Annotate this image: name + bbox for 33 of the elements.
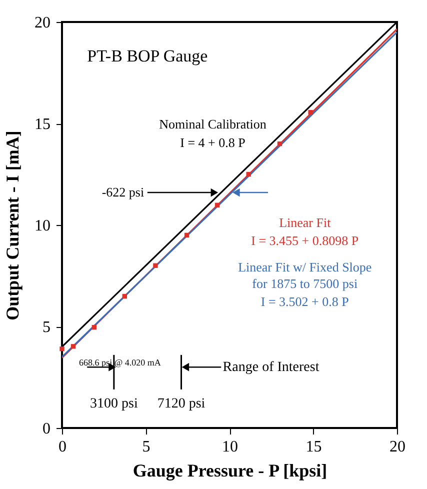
y-tick-label: 5 [42, 319, 50, 336]
text: PT-B BOP Gauge [87, 46, 208, 66]
point [308, 110, 313, 115]
y-tick-label: 0 [42, 420, 50, 438]
x-tick-label: 20 [390, 438, 406, 456]
y-tick-label: 15 [34, 116, 50, 133]
y-axis-title: Output Current - I [mA] [2, 130, 22, 320]
point [92, 324, 97, 330]
annotation: -622 psi [102, 184, 144, 200]
y-tick-label: 20 [34, 14, 50, 32]
ref-line-label: 7120 psi [157, 396, 206, 412]
point [277, 141, 282, 146]
ref-line-label: 3100 psi [90, 396, 138, 412]
point [122, 294, 127, 299]
x-tick-label: 15 [306, 438, 322, 456]
text: Linear Fit w/ Fixed Slope for 1875 to 7500 psi [238, 260, 372, 291]
x-tick-label: 0 [58, 438, 66, 456]
x-tick-label: 5 [142, 438, 150, 456]
annotation: I = 3.502 + 0.8 P [260, 294, 349, 310]
point [60, 346, 64, 352]
annotation: Range of Interest [222, 360, 320, 376]
point [246, 172, 251, 177]
y-tick-label: 10 [34, 218, 50, 234]
x-axis-title: Gauge Pressure - P [kpsi] [132, 460, 328, 480]
x-tick-label: 10 [222, 438, 238, 456]
text: Linear Fit [279, 214, 332, 230]
series-label: Nominal Calibration [159, 116, 267, 132]
point [214, 202, 220, 208]
annotation: I = 4 + 0.8 P [180, 134, 246, 150]
annotation: I = 3.455 + 0.8098 P [251, 233, 359, 248]
point [153, 263, 158, 268]
point [184, 232, 190, 238]
point [70, 344, 76, 349]
